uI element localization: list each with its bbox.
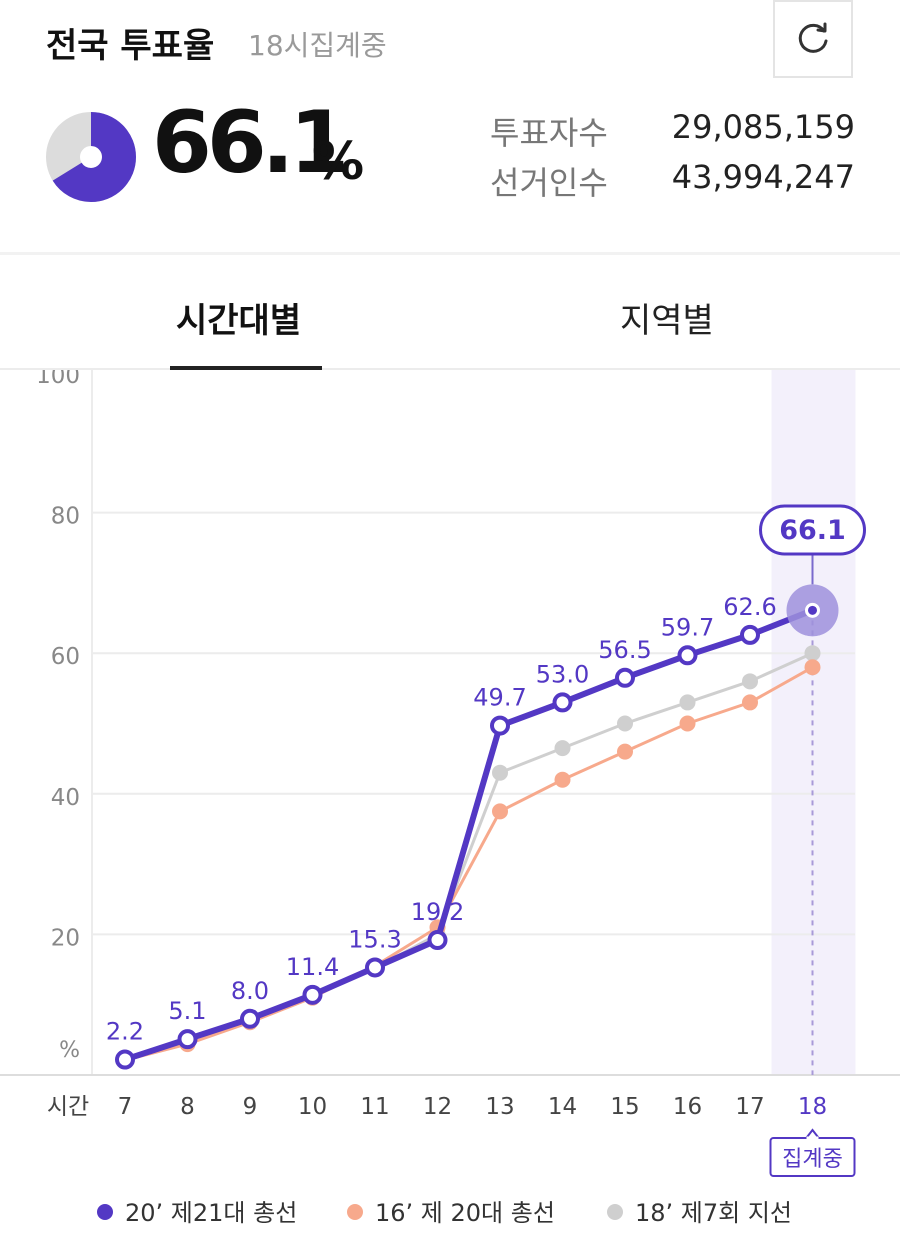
data-label: 49.7 [473, 684, 526, 712]
x-tick-label: 13 [485, 1094, 514, 1120]
turnout-line-chart: 20 40 60 80 100% 시간 7 8 9 10 11 12 13 14 15 16 17 18 집계중 2.… [0, 370, 900, 1227]
x-axis-title: 시간 [47, 1094, 89, 1120]
data-label: 5.1 [168, 997, 206, 1025]
series-point-2 [492, 764, 508, 781]
y-tick-label: 80 [51, 504, 80, 530]
series-point-0 [177, 1029, 198, 1050]
data-label: 56.5 [598, 636, 651, 664]
y-tick-label: 60 [51, 644, 80, 670]
section-divider [0, 252, 900, 255]
series-point-1 [742, 694, 758, 711]
x-tick-label: 11 [360, 1094, 389, 1120]
data-label: 62.6 [723, 593, 776, 621]
status-badge-label: 집계중 [782, 1147, 843, 1172]
series-point-0 [615, 667, 635, 688]
turnout-rate: 66.1 [152, 93, 349, 193]
refresh-icon [798, 22, 828, 53]
series-point-1 [617, 743, 633, 760]
series-point-1 [492, 803, 508, 820]
series-point-1 [679, 715, 696, 732]
legend-entry: 18’ 제7회 지선 [635, 1199, 792, 1227]
series-point-0 [427, 930, 448, 951]
x-tick-label: 17 [735, 1094, 764, 1120]
voters-label: 투표자수 [490, 114, 608, 152]
x-tick-label: 16 [673, 1094, 702, 1120]
series-point-0 [552, 692, 573, 713]
series-point-2 [804, 645, 821, 662]
tab-by-time[interactable]: 시간대별 [176, 301, 302, 341]
series-point-2 [679, 694, 696, 711]
x-tick-label: 14 [548, 1094, 577, 1120]
series-point-0 [240, 1008, 260, 1029]
series-point-1 [804, 659, 821, 676]
legend-marker [607, 1204, 623, 1220]
series-point-0 [677, 645, 698, 666]
current-value-label: 66.1 [779, 515, 846, 546]
x-tick-label: 15 [610, 1094, 639, 1120]
aggregation-status: 18시집계중 [248, 29, 387, 62]
y-tick-label: 20 [51, 925, 80, 951]
x-tick-label: 9 [243, 1094, 258, 1120]
series-line-1 [124, 665, 814, 1062]
turnout-donut-icon [46, 112, 136, 202]
x-tick-label: 8 [180, 1094, 195, 1120]
data-label: 53.0 [536, 660, 589, 688]
series-point-0 [365, 957, 385, 978]
active-tab-indicator [170, 366, 322, 370]
y-tick-label: 40 [51, 785, 80, 811]
series-point-1 [554, 771, 571, 788]
series-point-2 [742, 673, 758, 690]
legend-entry: 16’ 제 20대 총선 [375, 1199, 555, 1227]
data-label: 59.7 [661, 613, 714, 641]
series-point-2 [554, 740, 571, 757]
electorate-label: 선거인수 [490, 164, 608, 202]
series-point-2 [617, 715, 633, 732]
tab-by-region[interactable]: 지역별 [620, 301, 714, 341]
current-value-callout [759, 504, 866, 556]
turnout-header: 전국 투표율 18시집계중 66.1 % 투표자수 29,085,159 선거인… [0, 0, 900, 250]
electorate-value: 43,994,247 [671, 158, 855, 196]
x-tick-label: 10 [298, 1094, 327, 1120]
legend-entry: 20’ 제21대 총선 [125, 1199, 297, 1227]
data-label: 2.2 [106, 1018, 144, 1046]
y-tick-label: 100 [36, 370, 80, 389]
view-tabs: 시간대별 지역별 [0, 255, 900, 370]
series-point-0 [115, 1049, 135, 1070]
y-unit-label: % [59, 1038, 80, 1063]
voters-value: 29,085,159 [671, 108, 855, 146]
series-line-2 [124, 651, 814, 1061]
data-label: 19.2 [411, 898, 464, 926]
data-label: 11.4 [286, 953, 339, 981]
x-tick-label: 18 [798, 1094, 827, 1120]
donut-fill [46, 112, 136, 202]
series-point-0 [490, 715, 510, 736]
donut-hole [81, 147, 101, 167]
x-tick-label: 7 [118, 1094, 133, 1120]
refresh-button[interactable] [773, 0, 853, 78]
x-tick-label: 12 [423, 1094, 452, 1120]
series-point-0 [805, 602, 820, 618]
legend-marker [347, 1204, 363, 1220]
series-point-0 [302, 984, 323, 1005]
legend-marker [97, 1204, 113, 1220]
series-point-0 [740, 624, 760, 645]
page-title: 전국 투표율 [46, 26, 215, 66]
voters-stat: 투표자수 29,085,159 [490, 108, 855, 152]
turnout-unit: % [312, 132, 365, 192]
data-label: 8.0 [231, 977, 269, 1005]
series-line-0 [124, 607, 814, 1063]
data-label: 15.3 [348, 925, 401, 953]
electorate-stat: 선거인수 43,994,247 [490, 158, 855, 202]
